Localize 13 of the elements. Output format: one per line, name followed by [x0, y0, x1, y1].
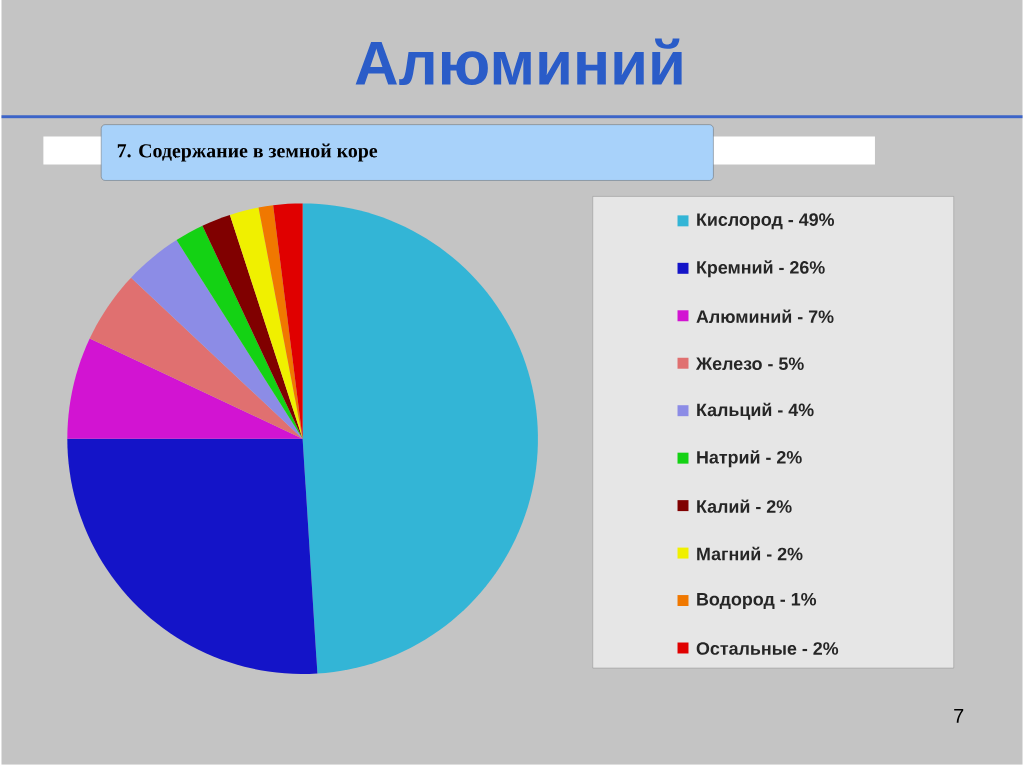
legend-label: Алюминий - 7% — [696, 309, 834, 324]
legend-label: Калий - 2% — [697, 499, 792, 513]
legend-label: Натрий - 2% — [697, 450, 802, 468]
legend-label: Кальций - 4% — [697, 402, 814, 420]
legend-label: Кремний - 26% — [697, 260, 825, 278]
chart-subtitle: 7. Содержание в земной коре — [117, 143, 378, 162]
legend-label: Остальные - 2% — [696, 642, 839, 655]
legend-label: Железо - 5% — [695, 357, 804, 371]
legend-label: Кислород - 49% — [697, 213, 835, 230]
legend-label: Магний - 2% — [697, 546, 803, 561]
text: 7 — [954, 709, 964, 723]
legend-label: Водород - 1% — [697, 593, 817, 610]
chart-title: Алюминий — [355, 38, 682, 86]
